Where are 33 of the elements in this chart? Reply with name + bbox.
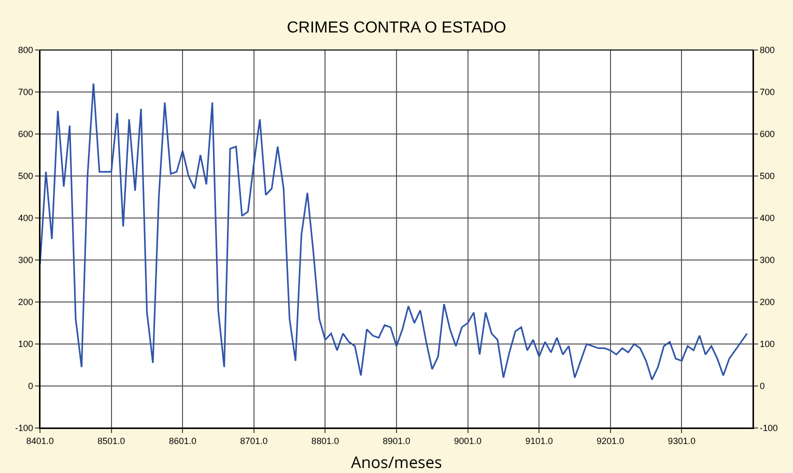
y-tick-label: 200 bbox=[18, 297, 34, 308]
y-tick-label: 300 bbox=[18, 255, 34, 266]
x-tick-label: 9101.0 bbox=[525, 436, 553, 446]
y2-tick-label: 700 bbox=[760, 87, 775, 98]
x-tick-label: 9201.0 bbox=[596, 436, 624, 446]
y2-tick-label: 300 bbox=[760, 255, 775, 266]
y-tick-label: 0 bbox=[28, 381, 34, 392]
y2-tick-label: 100 bbox=[760, 339, 775, 350]
y2-tick-label: 400 bbox=[760, 213, 775, 224]
x-tick-label: 9301.0 bbox=[668, 436, 696, 446]
x-tick-label: 9001.0 bbox=[454, 436, 482, 446]
y2-tick-label: 800 bbox=[760, 45, 775, 56]
x-tick-label: 8601.0 bbox=[168, 436, 196, 446]
x-tick-label: 8401.0 bbox=[26, 436, 54, 446]
y-tick-label: 400 bbox=[18, 213, 34, 224]
x-tick-label: 8701.0 bbox=[240, 436, 268, 446]
y2-tick-label: 600 bbox=[760, 129, 775, 140]
y-tick-label: 800 bbox=[18, 45, 34, 56]
x-tick-label: 8501.0 bbox=[98, 436, 126, 446]
y-tick-label: 600 bbox=[18, 129, 34, 140]
y-tick-label: 500 bbox=[18, 171, 34, 182]
y-tick-label: 700 bbox=[18, 87, 34, 98]
line-series bbox=[40, 82, 748, 380]
y2-tick-label: 500 bbox=[760, 171, 775, 182]
x-tick-label: 8901.0 bbox=[382, 436, 410, 446]
chart-title: CRIMES CONTRA O ESTADO bbox=[286, 19, 506, 36]
y2-tick-label: 0 bbox=[760, 381, 765, 392]
y2-tick-label: -100 bbox=[760, 423, 778, 434]
y2-tick-label: 200 bbox=[760, 297, 775, 308]
x-axis-title: Anos/meses bbox=[350, 451, 442, 473]
x-tick-label: 8801.0 bbox=[311, 436, 339, 446]
y-tick-label: -100 bbox=[15, 423, 34, 434]
y-tick-label: 100 bbox=[18, 339, 34, 350]
